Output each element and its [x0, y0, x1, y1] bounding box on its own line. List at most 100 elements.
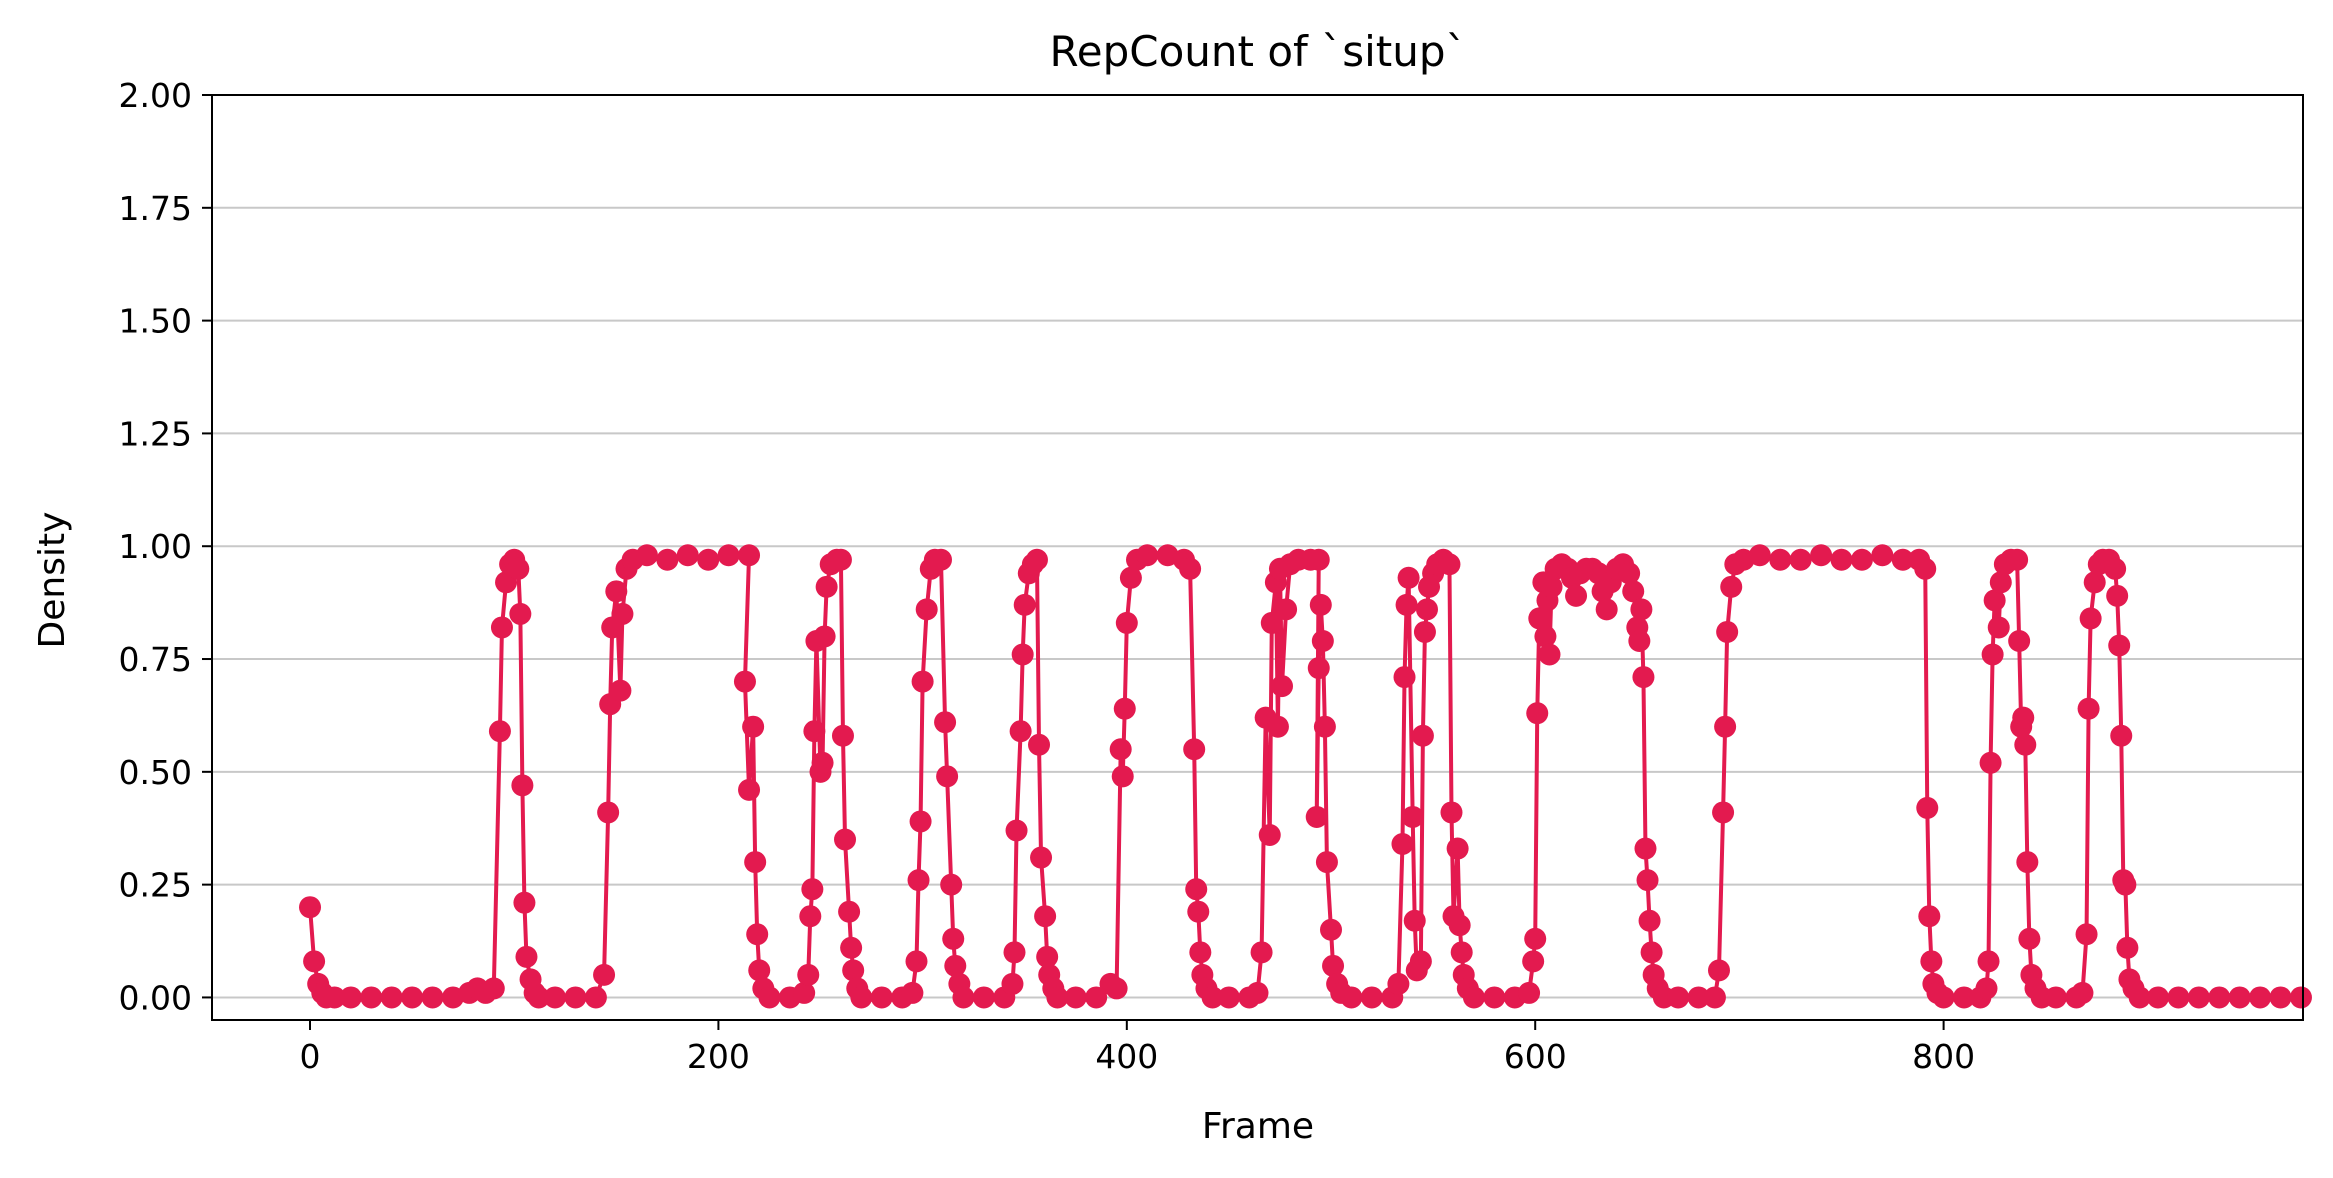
data-point: [1707, 959, 1730, 982]
data-point: [1030, 846, 1053, 869]
data-point: [1109, 738, 1132, 761]
data-point: [482, 977, 505, 1000]
axes: 0 200 400 600 800 0.00 0.25 0.50 0.75 1.00 1.25 1.5…: [119, 76, 2304, 1076]
data-point: [952, 986, 975, 1009]
data-point: [1987, 616, 2010, 639]
data-point: [1871, 544, 1894, 567]
data-point: [1526, 702, 1549, 725]
data-point: [733, 670, 756, 693]
data-point: [1395, 593, 1418, 616]
data-point: [838, 900, 861, 923]
data-point: [744, 851, 767, 874]
data-point: [1001, 972, 1024, 995]
y-tick-label: 1.25: [119, 414, 192, 453]
data-point: [1028, 733, 1051, 756]
data-point: [936, 765, 959, 788]
chart-title: RepCount of `situp`: [1049, 27, 1466, 76]
data-point: [1534, 625, 1557, 648]
data-point: [1387, 972, 1410, 995]
data-point: [611, 602, 634, 625]
x-tick-label: 600: [1504, 1037, 1567, 1076]
data-point: [2071, 981, 2094, 1004]
data-point: [797, 963, 820, 986]
data-point: [1448, 914, 1471, 937]
data-point: [2044, 986, 2067, 1009]
data-point: [2128, 986, 2151, 1009]
data-point: [1036, 945, 1059, 968]
data-point: [748, 959, 771, 982]
data-point: [1634, 837, 1657, 860]
data-point: [909, 810, 932, 833]
data-point: [2167, 986, 2190, 1009]
data-point: [1916, 796, 1939, 819]
data-point: [793, 981, 816, 1004]
data-point: [605, 580, 628, 603]
data-point: [1115, 611, 1138, 634]
data-point: [1720, 575, 1743, 598]
data-point: [1401, 805, 1424, 828]
data-point: [1189, 941, 1212, 964]
data-point: [1636, 869, 1659, 892]
x-axis-label: Frame: [1202, 1106, 1314, 1147]
data-point: [323, 986, 346, 1009]
data-point: [1415, 598, 1438, 621]
data-point: [1667, 986, 1690, 1009]
data-point: [1322, 954, 1345, 977]
data-point: [842, 959, 865, 982]
data-point: [584, 986, 607, 1009]
data-point: [1748, 544, 1771, 567]
data-point: [1462, 986, 1485, 1009]
data-point: [1850, 548, 1873, 571]
y-tick-label: 0.50: [119, 753, 192, 792]
data-point: [1953, 986, 1976, 1009]
data-point: [2228, 986, 2251, 1009]
data-point: [507, 557, 530, 580]
y-axis-label: Density: [32, 512, 73, 649]
data-point: [2075, 923, 2098, 946]
data-point: [656, 548, 679, 571]
data-point: [1450, 941, 1473, 964]
data-point: [1397, 566, 1420, 589]
data-point: [1403, 909, 1426, 932]
data-point: [1271, 675, 1293, 698]
data-point: [2116, 936, 2139, 959]
data-point: [303, 950, 326, 973]
data-point: [676, 544, 699, 567]
data-point: [972, 986, 995, 1009]
data-point: [1640, 941, 1663, 964]
data-point: [1716, 620, 1739, 643]
data-point: [1975, 977, 1998, 1000]
data-point: [870, 986, 893, 1009]
data-point: [490, 616, 513, 639]
data-point: [1250, 941, 1273, 964]
data-point: [1013, 593, 1036, 616]
data-point: [911, 670, 934, 693]
data-point: [1538, 643, 1561, 666]
data-point: [299, 896, 322, 919]
data-point: [2106, 584, 2129, 607]
data-point: [1618, 562, 1641, 585]
data-point: [1034, 905, 1057, 928]
data-point: [1628, 629, 1651, 652]
data-point: [544, 986, 567, 1009]
data-point: [1393, 666, 1416, 689]
data-point: [1409, 950, 1432, 973]
data-point: [831, 724, 854, 747]
data-point: [515, 945, 538, 968]
data-point: [1540, 575, 1563, 598]
data-point: [1391, 833, 1414, 856]
data-point: [2012, 706, 2035, 729]
data-point: [1003, 941, 1026, 964]
data-point: [799, 905, 822, 928]
data-point: [488, 720, 511, 743]
data-point: [513, 891, 536, 914]
y-tick-label: 0.25: [119, 866, 192, 905]
data-point: [509, 602, 532, 625]
data-point: [940, 873, 963, 896]
series-layer: [299, 544, 2312, 1009]
data-point: [1005, 819, 1028, 842]
data-point: [1246, 981, 1269, 1004]
data-point: [2008, 629, 2031, 652]
